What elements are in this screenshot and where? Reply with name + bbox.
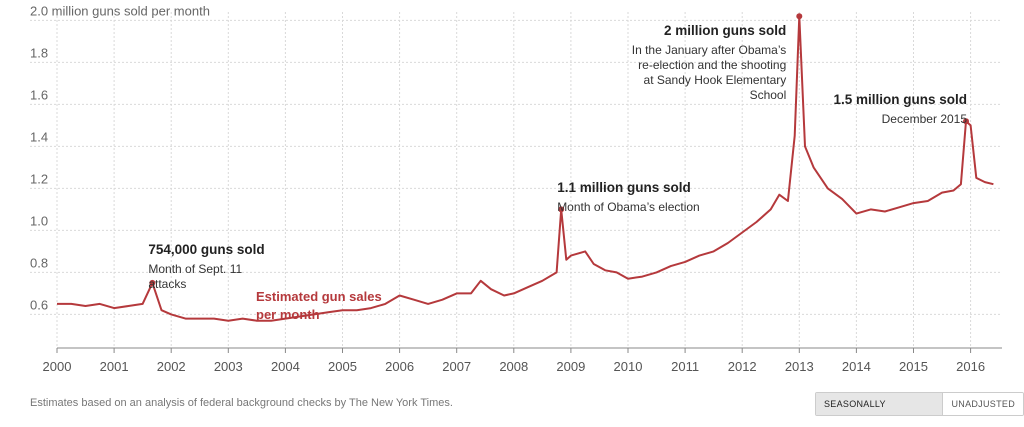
x-tick-label: 2015 [899, 359, 928, 374]
x-tick-label: 2010 [614, 359, 643, 374]
annotation-text: In the January after Obama’s [632, 43, 787, 57]
x-tick-label: 2000 [43, 359, 72, 374]
gun-sales-chart: 1.81.61.41.21.00.80.6 2000 2001 2002 2003 20… [30, 3, 1002, 374]
annotation-text: Month of Obama’s election [557, 200, 700, 214]
x-tick-label: 2014 [842, 359, 871, 374]
series-line [57, 15, 994, 322]
annotation: 2 million guns sold In the January after … [632, 23, 787, 102]
unadjusted-button[interactable]: UNADJUSTED [943, 393, 1023, 415]
source-note: Estimates based on an analysis of federa… [30, 397, 453, 409]
x-tick-label: 2004 [271, 359, 300, 374]
peak-marker [796, 13, 803, 20]
y-tick-label: 1.6 [30, 87, 48, 102]
annotation: 1.5 million guns sold December 2015 [833, 92, 967, 126]
y-tick-label: 1.8 [30, 45, 48, 60]
series-label-line: Estimated gun sales [256, 289, 382, 304]
peak-marker [963, 118, 970, 125]
x-tick-label: 2009 [556, 359, 585, 374]
y-tick-label: 1.0 [30, 213, 48, 228]
x-tick-label: 2016 [956, 359, 985, 374]
peak-marker [558, 206, 565, 213]
annotation-title: 1.5 million guns sold [833, 92, 967, 107]
annotation-title: 2 million guns sold [664, 23, 786, 38]
annotation-text: re-election and the shooting [638, 58, 786, 72]
y-tick-label: 0.6 [30, 297, 48, 312]
y-tick-label: 1.2 [30, 171, 48, 186]
peak-marker [149, 279, 156, 286]
annotation-title: 1.1 million guns sold [557, 180, 691, 195]
series-label-line: per month [256, 307, 320, 322]
annotation-text: at Sandy Hook Elementary [644, 73, 787, 87]
x-tick-label: 2003 [214, 359, 243, 374]
seasonally-adjusted-button[interactable]: SEASONALLY ADJUSTED [816, 393, 944, 415]
x-tick-label: 2001 [100, 359, 129, 374]
x-tick-label: 2012 [728, 359, 757, 374]
x-tick-label: 2006 [385, 359, 414, 374]
adjustment-toggle[interactable]: SEASONALLY ADJUSTED UNADJUSTED [815, 392, 1024, 416]
series-label: Estimated gun sales per month [256, 289, 382, 322]
peak-markers [149, 13, 970, 286]
y-axis: 1.8 1.6 1.4 1.2 1.0 0.8 0.6 [30, 45, 48, 312]
annotation: 754,000 guns sold Month of Sept. 11attack… [148, 242, 264, 291]
x-tick-label: 2013 [785, 359, 814, 374]
annotations: 754,000 guns sold Month of Sept. 11attack… [148, 23, 967, 291]
annotation: 1.1 million guns sold Month of Obama’s el… [557, 180, 700, 214]
x-tick-label: 2008 [499, 359, 528, 374]
x-tick-label: 2007 [442, 359, 471, 374]
annotation-text: School [750, 88, 787, 102]
y-tick-label: 1.4 [30, 129, 48, 144]
y-tick-label: 0.8 [30, 255, 48, 270]
x-tick-label: 2002 [157, 359, 186, 374]
x-axis: 2000 2001 2002 2003 2004 2005 2006 2007 2008 2009… [43, 347, 1002, 374]
y-axis-title: 2.0 million guns sold per month [30, 3, 210, 18]
annotation-text: December 2015 [882, 112, 968, 126]
annotation-text: Month of Sept. 11 [148, 262, 242, 276]
annotation-title: 754,000 guns sold [148, 242, 264, 257]
x-tick-label: 2005 [328, 359, 357, 374]
gridlines [30, 12, 1002, 348]
annotation-text: attacks [148, 277, 186, 291]
x-tick-label: 2011 [671, 359, 699, 374]
